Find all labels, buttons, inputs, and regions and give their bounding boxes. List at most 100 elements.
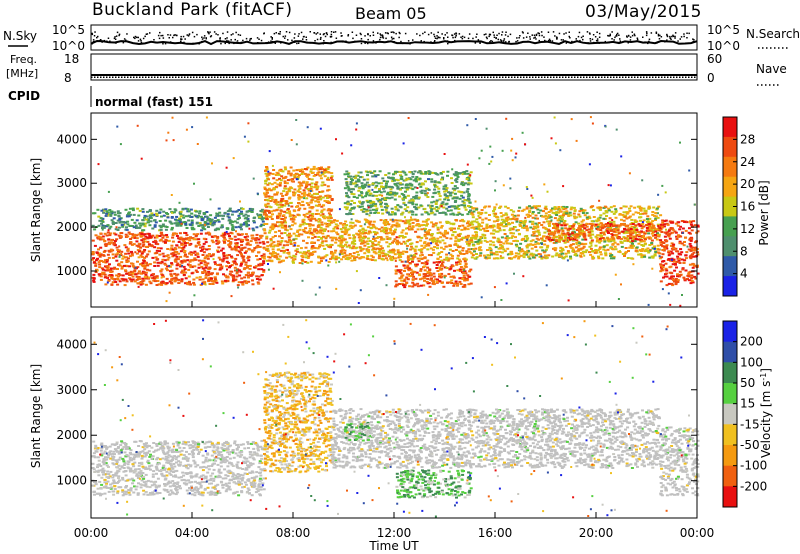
scatter-cell xyxy=(132,213,136,216)
scatter-cell xyxy=(428,269,432,272)
scatter-cell xyxy=(381,177,385,180)
scatter-cell xyxy=(424,273,428,276)
scatter-cell xyxy=(351,213,355,215)
scatter-cell xyxy=(400,183,404,186)
scatter-cell xyxy=(180,261,184,264)
scatter-cell xyxy=(446,191,450,194)
scatter-cell xyxy=(193,250,197,253)
scatter-cell xyxy=(298,168,301,171)
scatter-cell xyxy=(221,260,225,263)
nave-sample xyxy=(187,76,189,78)
scatter-cell xyxy=(114,233,118,236)
scatter-cell xyxy=(107,274,111,277)
scatter-cell xyxy=(450,279,454,282)
scatter-cell xyxy=(572,206,576,209)
nsearch-sample xyxy=(642,36,644,38)
scatter-cell xyxy=(178,232,182,235)
scatter-cell xyxy=(116,283,120,286)
scatter-cell xyxy=(314,247,318,250)
scatter-cell xyxy=(400,175,404,178)
nsearch-sample xyxy=(499,39,502,41)
nsearch-sample xyxy=(443,37,445,39)
scatter-band-1 xyxy=(91,207,266,232)
scatter-cell xyxy=(436,247,439,250)
scatter-cell xyxy=(284,226,288,229)
nave-sample xyxy=(655,76,657,78)
scatter-cell xyxy=(396,269,400,272)
scatter-cell xyxy=(419,284,423,287)
scatter-cell xyxy=(381,238,385,241)
scatter-cell xyxy=(292,169,296,172)
scatter-cell xyxy=(265,237,269,240)
scatter-cell xyxy=(460,183,464,186)
scatter-cell xyxy=(345,224,349,227)
scatter-cell xyxy=(315,181,319,184)
nsearch-sample xyxy=(447,36,449,38)
scatter-cell xyxy=(436,228,440,231)
scatter-cell xyxy=(188,243,192,246)
scatter-cell xyxy=(206,226,210,228)
scatter-cell xyxy=(410,272,413,274)
scatter-cell xyxy=(255,246,258,249)
nsearch-sample xyxy=(97,35,99,38)
scatter-cell xyxy=(138,281,142,284)
scatter-cell xyxy=(386,221,389,223)
scatter-cell xyxy=(137,214,141,217)
scatter-cell xyxy=(280,204,284,206)
scatter-cell xyxy=(173,277,176,280)
nsearch-sample xyxy=(273,32,276,35)
scatter-cell xyxy=(104,283,108,286)
scatter-cell xyxy=(385,241,389,244)
nsearch-sample xyxy=(115,42,117,44)
scatter-cell xyxy=(234,226,238,229)
nsearch-sample xyxy=(372,31,374,34)
scatter-cell xyxy=(379,205,383,208)
nave-sample xyxy=(130,76,132,78)
scatter-cell xyxy=(190,272,194,275)
scatter-cell xyxy=(437,190,441,193)
scatter-cell xyxy=(293,176,297,179)
scatter-cell xyxy=(427,178,430,181)
scatter-cell xyxy=(237,233,241,236)
scatter-cell xyxy=(97,224,101,227)
nsearch-sample xyxy=(434,40,436,42)
scatter-cell xyxy=(449,222,453,225)
nsearch-sample xyxy=(666,35,669,38)
scatter-cell xyxy=(194,253,198,256)
nsearch-sample xyxy=(541,34,543,37)
nsearch-sample xyxy=(433,41,436,43)
nsearch-sample xyxy=(619,40,621,42)
scatter-cell xyxy=(338,235,342,238)
scatter-cell xyxy=(282,218,286,221)
scatter-cell xyxy=(444,188,448,191)
scatter-cell xyxy=(310,247,314,250)
scatter-cell xyxy=(188,260,192,263)
scatter-cell xyxy=(349,175,352,178)
scatter-cell xyxy=(385,196,389,199)
scatter-cell xyxy=(626,211,630,214)
scatter-cell xyxy=(263,232,267,235)
scatter-cell xyxy=(449,213,453,216)
nsearch-sample xyxy=(658,38,661,40)
scatter-cell xyxy=(394,206,398,208)
scatter-cell xyxy=(210,239,214,242)
scatter-cell xyxy=(247,280,251,283)
scatter-cell xyxy=(235,249,239,252)
scatter-cell xyxy=(528,257,532,260)
scatter-cell xyxy=(409,187,413,190)
scatter-cell xyxy=(402,250,406,253)
scatter-cell xyxy=(395,283,399,286)
scatter-cell xyxy=(153,236,157,239)
scatter-cell xyxy=(173,232,177,235)
scatter-cell xyxy=(173,208,177,211)
scatter-cell xyxy=(453,196,457,199)
scatter-cell xyxy=(131,278,135,281)
scatter-cell xyxy=(310,194,314,197)
scatter-cell xyxy=(466,228,470,231)
scatter-cell xyxy=(608,217,612,220)
nsearch-sample xyxy=(364,35,366,37)
scatter-cell xyxy=(423,207,427,210)
scatter-cell xyxy=(175,244,179,247)
scatter-cell xyxy=(445,207,449,210)
scatter-cell xyxy=(432,192,436,195)
